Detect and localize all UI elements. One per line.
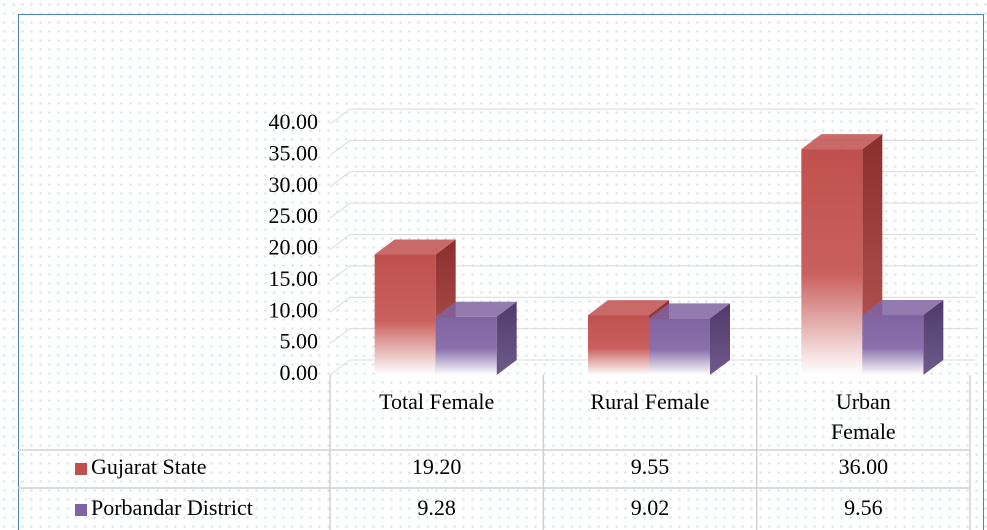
- grid-line: [329, 171, 975, 188]
- grid-line: [329, 265, 975, 282]
- y-tick-label: 35.00: [269, 140, 319, 165]
- y-tick-label: 20.00: [269, 235, 319, 260]
- bar: [588, 315, 649, 375]
- bar-top: [801, 134, 883, 150]
- data-label: 36.00: [839, 454, 889, 479]
- y-tick-label: 5.00: [280, 329, 319, 354]
- bar-side: [496, 301, 517, 375]
- bar-top: [374, 239, 456, 255]
- data-label: 9.02: [631, 495, 670, 520]
- grid-line: [329, 234, 975, 250]
- bar: [374, 254, 436, 375]
- y-tick-label: 30.00: [269, 172, 319, 197]
- y-tick-label: 40.00: [269, 109, 319, 134]
- bar-top: [588, 300, 669, 316]
- x-tick-label: Rural Female: [590, 389, 710, 414]
- bar: [649, 318, 710, 375]
- data-label: 9.28: [417, 495, 456, 520]
- y-tick-label: 25.00: [269, 203, 319, 228]
- bar-top: [862, 300, 944, 316]
- y-tick-label: 10.00: [269, 297, 319, 322]
- grid-line: [329, 108, 975, 125]
- data-label: 9.55: [631, 454, 670, 479]
- bar-side: [923, 300, 944, 375]
- data-label: 9.56: [844, 495, 883, 520]
- y-tick-label: 15.00: [269, 266, 319, 291]
- data-label: 19.20: [412, 454, 462, 479]
- x-tick-label: Urban Female: [830, 389, 896, 444]
- bar-side: [710, 303, 730, 375]
- bar: [435, 316, 497, 375]
- bar-top: [649, 303, 730, 319]
- bar-top: [435, 301, 517, 317]
- grid-line: [329, 359, 975, 376]
- grid-line: [329, 202, 975, 219]
- frame: [18, 14, 984, 530]
- legend-swatch: [75, 463, 87, 475]
- legend-label: Gujarat State: [91, 454, 206, 479]
- grid-line: [329, 139, 975, 156]
- bar: [862, 315, 924, 375]
- grid-line: [329, 328, 975, 345]
- bar: [801, 149, 863, 375]
- grid-line: [329, 296, 975, 313]
- legend-swatch: [75, 504, 87, 516]
- y-tick-label: 0.00: [280, 360, 319, 385]
- legend-label: Porbandar District: [91, 495, 253, 520]
- x-tick-label: Total Female: [379, 389, 495, 414]
